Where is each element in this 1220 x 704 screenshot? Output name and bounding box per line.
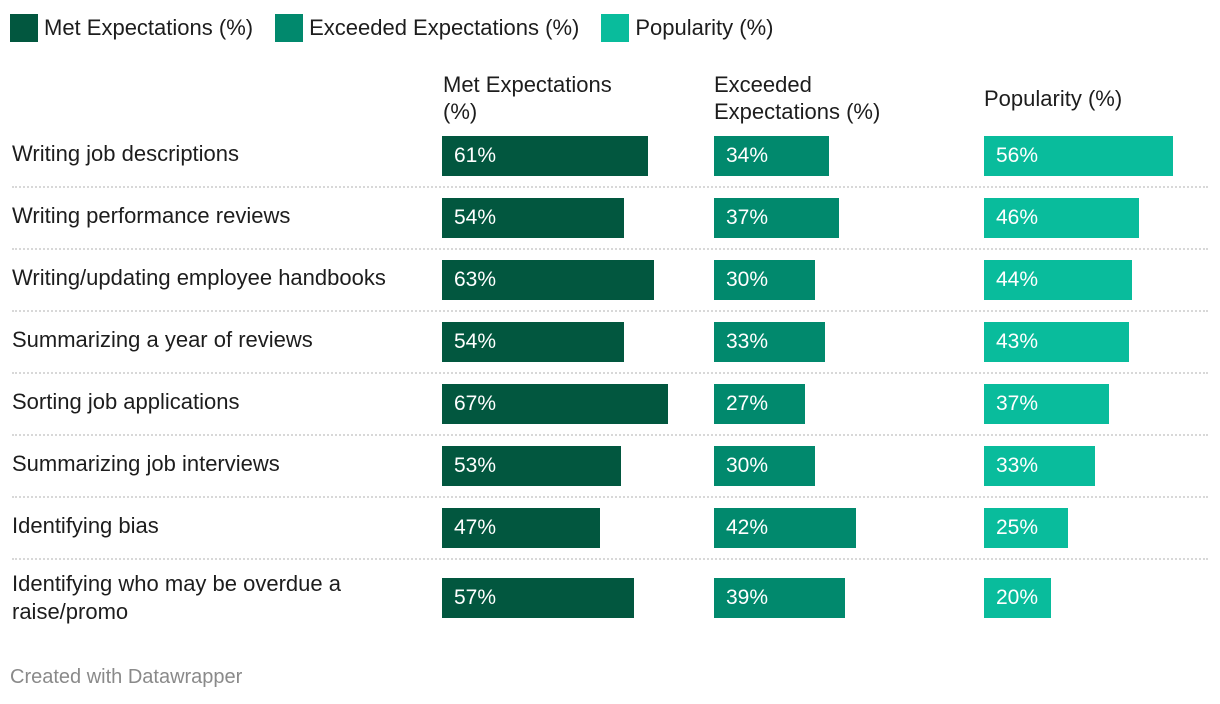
bar-value-label: 56% xyxy=(996,144,1039,167)
row-label: Sorting job applications xyxy=(12,389,240,414)
bar-met: 53% xyxy=(442,446,621,486)
legend-label-popularity: Popularity (%) xyxy=(635,15,774,40)
bar-value-label: 53% xyxy=(454,454,497,477)
bar-popularity: 20% xyxy=(984,578,1051,618)
legend-label-exceeded: Exceeded Expectations (%) xyxy=(309,15,580,40)
bar-popularity: 44% xyxy=(984,260,1132,300)
column-header-popularity: Popularity (%) xyxy=(984,86,1123,111)
row-divider xyxy=(12,186,1208,188)
bar-exceeded: 27% xyxy=(714,384,805,424)
bar-exceeded: 39% xyxy=(714,578,845,618)
legend-item-met: Met Expectations (%) xyxy=(10,14,253,42)
row-divider xyxy=(12,310,1208,312)
bar-value-label: 20% xyxy=(996,586,1039,609)
bar-met: 57% xyxy=(442,578,634,618)
bar-value-label: 47% xyxy=(454,516,497,539)
legend-label-met: Met Expectations (%) xyxy=(44,15,254,40)
row-label: Writing/updating employee handbooks xyxy=(12,265,386,290)
bar-value-label: 25% xyxy=(996,516,1039,539)
footer-credit: Created with Datawrapper xyxy=(10,666,243,688)
column-header-exceeded: Exceeded Expectations (%) xyxy=(714,72,881,124)
bar-value-label: 33% xyxy=(726,330,769,353)
row-label: Summarizing a year of reviews xyxy=(12,327,313,352)
bar-popularity: 56% xyxy=(984,136,1173,176)
row-divider xyxy=(12,496,1208,498)
bar-value-label: 46% xyxy=(996,206,1039,229)
bar-met: 54% xyxy=(442,322,624,362)
bar-exceeded: 37% xyxy=(714,198,839,238)
bar-met: 67% xyxy=(442,384,668,424)
bar-met: 61% xyxy=(442,136,648,176)
bar-value-label: 33% xyxy=(996,454,1039,477)
bar-value-label: 54% xyxy=(454,206,497,229)
bar-value-label: 57% xyxy=(454,586,497,609)
bar-met: 47% xyxy=(442,508,600,548)
bar-exceeded: 42% xyxy=(714,508,856,548)
bar-value-label: 37% xyxy=(726,206,769,229)
bar-met: 54% xyxy=(442,198,624,238)
row-divider xyxy=(12,434,1208,436)
bar-popularity: 33% xyxy=(984,446,1095,486)
bar-value-label: 67% xyxy=(454,392,497,415)
chart-legend: Met Expectations (%) Exceeded Expectatio… xyxy=(10,14,796,42)
bar-popularity: 46% xyxy=(984,198,1139,238)
bar-value-label: 39% xyxy=(726,586,769,609)
bar-value-label: 54% xyxy=(454,330,497,353)
legend-item-exceeded: Exceeded Expectations (%) xyxy=(275,14,579,42)
bar-value-label: 30% xyxy=(726,268,769,291)
bar-value-label: 42% xyxy=(726,516,769,539)
legend-swatch-met xyxy=(10,14,38,42)
row-divider xyxy=(12,372,1208,374)
bar-value-label: 30% xyxy=(726,454,769,477)
bar-popularity: 43% xyxy=(984,322,1129,362)
bar-exceeded: 34% xyxy=(714,136,829,176)
row-label: Writing performance reviews xyxy=(12,203,291,228)
bar-value-label: 27% xyxy=(726,392,769,415)
column-header-met: Met Expectations (%) xyxy=(443,72,612,124)
bar-met: 63% xyxy=(442,260,654,300)
row-label: Summarizing job interviews xyxy=(12,451,280,476)
row-label: Writing job descriptions xyxy=(12,141,240,166)
bar-exceeded: 30% xyxy=(714,260,815,300)
row-divider xyxy=(12,558,1208,560)
bar-value-label: 43% xyxy=(996,330,1039,353)
bar-exceeded: 33% xyxy=(714,322,825,362)
bar-value-label: 37% xyxy=(996,392,1039,415)
legend-item-popularity: Popularity (%) xyxy=(601,14,774,42)
legend-swatch-popularity xyxy=(601,14,630,42)
bar-value-label: 61% xyxy=(454,144,497,167)
row-divider xyxy=(12,248,1208,250)
bar-popularity: 25% xyxy=(984,508,1068,548)
row-label: Identifying bias xyxy=(12,513,159,538)
bar-exceeded: 30% xyxy=(714,446,815,486)
bar-value-label: 63% xyxy=(454,268,497,291)
bar-popularity: 37% xyxy=(984,384,1109,424)
legend-swatch-exceeded xyxy=(275,14,304,42)
bar-value-label: 44% xyxy=(996,268,1039,291)
bar-value-label: 34% xyxy=(726,144,769,167)
row-label: Identifying who may be overdue a raise/p… xyxy=(12,571,341,624)
